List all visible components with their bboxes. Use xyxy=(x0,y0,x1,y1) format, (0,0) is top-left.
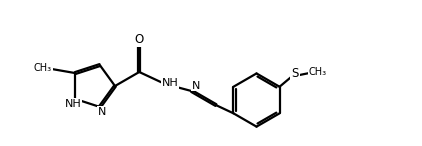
Text: N: N xyxy=(97,107,106,117)
Text: N: N xyxy=(192,81,200,91)
Text: O: O xyxy=(135,33,144,46)
Text: NH: NH xyxy=(162,78,179,88)
Text: NH: NH xyxy=(65,99,81,109)
Text: S: S xyxy=(291,67,299,80)
Text: CH₃: CH₃ xyxy=(34,63,52,73)
Text: CH₃: CH₃ xyxy=(308,67,327,77)
